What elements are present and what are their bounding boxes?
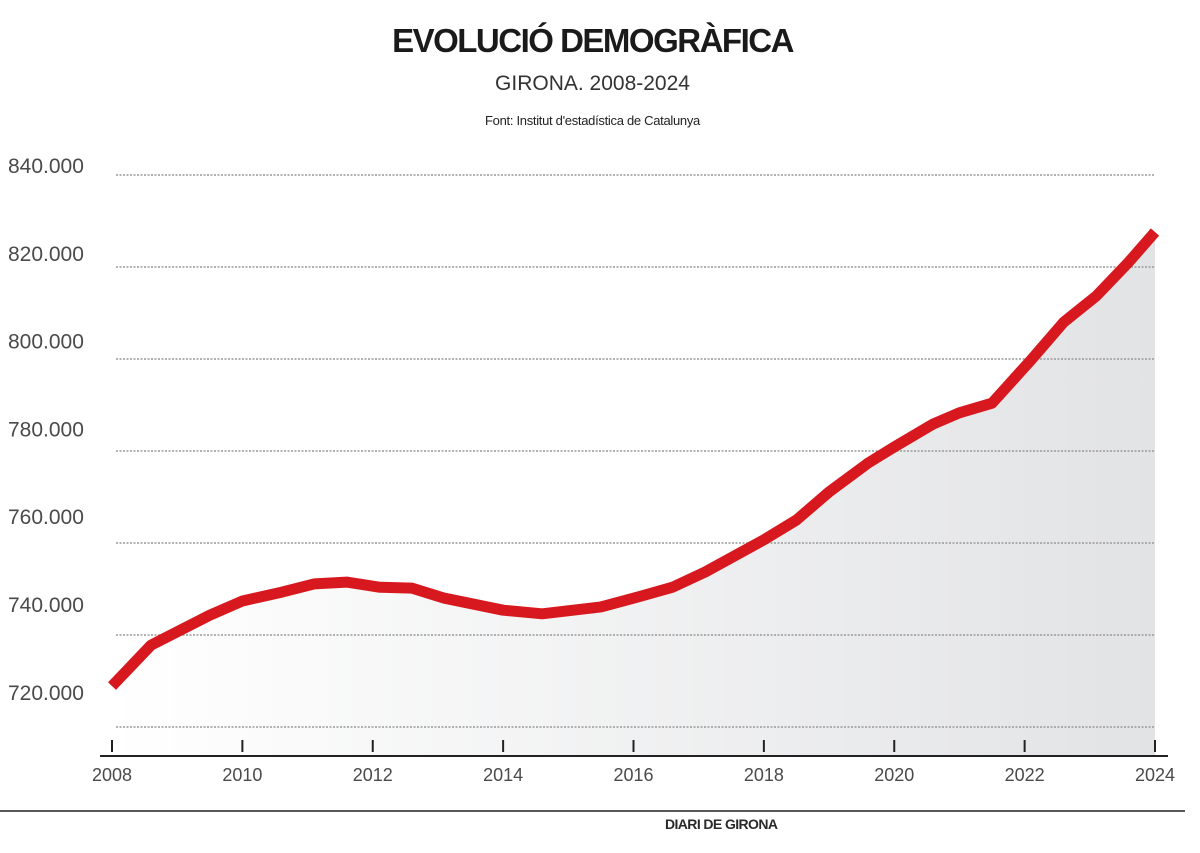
area-fill <box>112 232 1155 756</box>
publisher-credit: DIARI DE GIRONA <box>665 816 778 832</box>
x-tick-label: 2016 <box>613 765 653 785</box>
x-tick-label: 2020 <box>874 765 914 785</box>
x-tick-label: 2024 <box>1135 765 1175 785</box>
x-tick-label: 2014 <box>483 765 523 785</box>
chart-title: EVOLUCIÓ DEMOGRÀFICA <box>392 22 794 59</box>
y-tick-label: 820.000 <box>8 243 84 266</box>
source-note: Font: Institut d'estadística de Cataluny… <box>485 113 700 128</box>
x-tick-label: 2018 <box>744 765 784 785</box>
y-tick-label: 740.000 <box>8 594 84 617</box>
y-tick-label: 840.000 <box>8 155 84 178</box>
x-tick-label: 2012 <box>353 765 393 785</box>
y-tick-label: 780.000 <box>8 418 84 441</box>
y-tick-label: 720.000 <box>8 682 84 705</box>
x-tick-label: 2010 <box>222 765 262 785</box>
x-tick-label: 2008 <box>92 765 132 785</box>
population-line <box>108 228 1160 690</box>
chart-subtitle: GIRONA. 2008-2024 <box>495 72 690 95</box>
y-tick-label: 800.000 <box>8 331 84 354</box>
y-tick-label: 760.000 <box>8 506 84 529</box>
x-tick-label: 2022 <box>1005 765 1045 785</box>
